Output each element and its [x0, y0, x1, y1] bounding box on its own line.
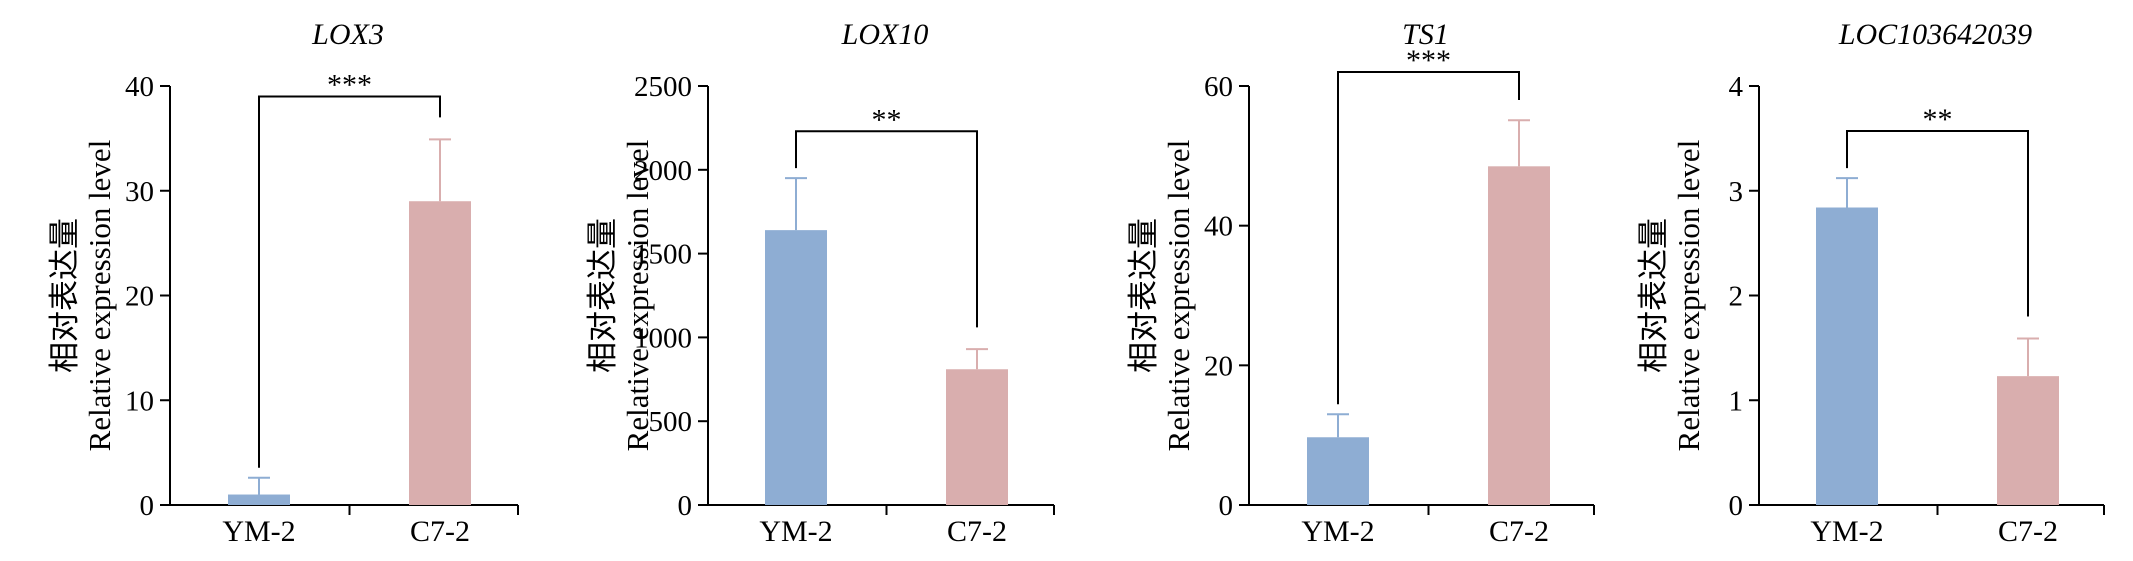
y-tick-label: 1000 — [634, 322, 692, 354]
significance-label: ** — [872, 103, 902, 136]
chart-panel-4: LOC103642039 0 1 2 3 4 YM-2 C7-2 ** 相对表达量 Relative… — [1636, 18, 2105, 548]
category-label: YM-2 — [1301, 515, 1374, 548]
bar — [1488, 166, 1550, 505]
y-tick-label: 20 — [125, 281, 154, 313]
bar — [765, 230, 827, 506]
category-label: C7-2 — [410, 515, 470, 548]
y-tick-label: 60 — [1204, 71, 1233, 103]
significance-bracket — [1337, 71, 1520, 405]
y-tick-label: 500 — [649, 406, 693, 438]
bar — [409, 201, 471, 505]
y-tick-label: 40 — [1204, 211, 1233, 243]
y-axis-label-en: Relative expression level — [620, 140, 655, 452]
significance-bracket — [1846, 130, 2029, 317]
bar — [946, 369, 1008, 505]
category-label: YM-2 — [759, 515, 832, 548]
chart-title: LOX3 — [311, 18, 384, 51]
y-tick-label: 20 — [1204, 350, 1233, 382]
category-label: YM-2 — [222, 515, 295, 548]
chart-panel-3: TS1 0 20 40 60 YM-2 C7-2 *** 相对表达量 Relative expre… — [1126, 18, 1595, 548]
bar — [1307, 437, 1369, 505]
y-tick-label: 1 — [1729, 385, 1744, 417]
bar — [1816, 207, 1878, 505]
y-axis-label-en: Relative expression level — [1671, 140, 1706, 452]
significance-label: ** — [1923, 103, 1953, 136]
y-tick-label: 0 — [140, 490, 155, 522]
chart-title: LOC103642039 — [1838, 18, 2032, 51]
category-label: C7-2 — [1489, 515, 1549, 548]
y-tick-label: 30 — [125, 176, 154, 208]
bar — [1997, 376, 2059, 505]
chart-title: TS1 — [1402, 18, 1449, 51]
bar — [228, 494, 290, 505]
category-label: YM-2 — [1810, 515, 1883, 548]
chart-panel-2: LOX10 0 500 1000 1500 2000 2500 YM-2 C7-2 ** 相对表达量… — [585, 18, 1055, 548]
chart-title: LOX10 — [841, 18, 929, 51]
significance-bracket — [258, 95, 441, 468]
y-tick-label: 4 — [1729, 71, 1744, 103]
y-tick-label: 40 — [125, 71, 154, 103]
y-tick-label: 0 — [1219, 490, 1234, 522]
y-axis-label-zh: 相对表达量 — [47, 218, 82, 373]
y-axis-label-en: Relative expression level — [82, 140, 117, 452]
category-label: C7-2 — [1998, 515, 2058, 548]
y-tick-label: 3 — [1729, 176, 1744, 208]
y-axis-label-zh: 相对表达量 — [585, 218, 620, 373]
y-axis-label-en: Relative expression level — [1161, 140, 1196, 452]
y-tick-label: 10 — [125, 385, 154, 417]
y-tick-label: 2500 — [634, 71, 692, 103]
significance-bracket — [795, 130, 978, 328]
y-tick-label: 0 — [678, 490, 693, 522]
y-tick-label: 1500 — [634, 239, 692, 271]
y-tick-label: 2000 — [634, 155, 692, 187]
significance-label: *** — [327, 68, 372, 101]
y-axis-label-zh: 相对表达量 — [1636, 218, 1671, 373]
category-label: C7-2 — [947, 515, 1007, 548]
y-tick-label: 0 — [1729, 490, 1744, 522]
y-tick-label: 2 — [1729, 281, 1744, 313]
y-axis-label-zh: 相对表达量 — [1126, 218, 1161, 373]
significance-label: *** — [1406, 44, 1451, 77]
chart-panel-1: LOX3 0 10 20 30 40 YM-2 C7-2 *** 相对表达量 Relative ex… — [47, 18, 519, 548]
